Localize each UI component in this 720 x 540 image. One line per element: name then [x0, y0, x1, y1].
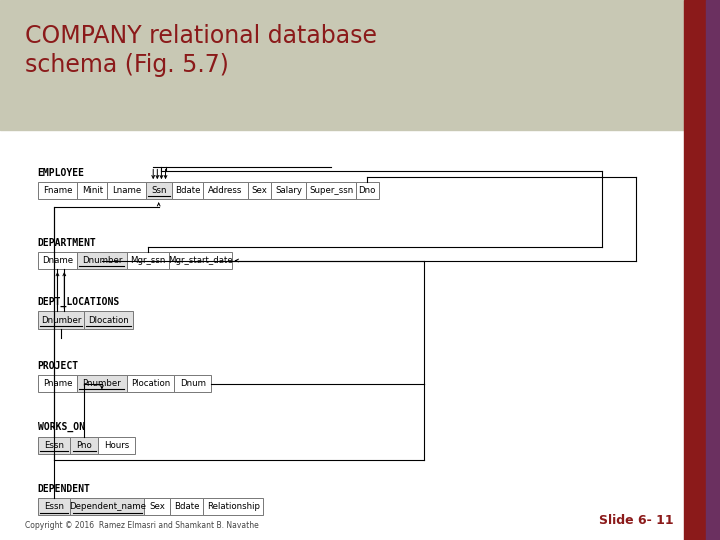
- Text: Essn: Essn: [44, 502, 64, 511]
- Bar: [37, 436, 71, 454]
- Text: Bdate: Bdate: [174, 502, 199, 511]
- Bar: [171, 182, 203, 199]
- Bar: [37, 375, 77, 392]
- Text: COMPANY relational database
schema (Fig. 5.7): COMPANY relational database schema (Fig.…: [25, 24, 377, 77]
- Bar: [203, 498, 264, 515]
- Bar: [171, 498, 203, 515]
- Text: Pnumber: Pnumber: [83, 379, 121, 388]
- Bar: [84, 312, 133, 329]
- Bar: [37, 498, 71, 515]
- Text: Dlocation: Dlocation: [89, 315, 129, 325]
- Bar: [107, 182, 145, 199]
- Text: Plocation: Plocation: [131, 379, 170, 388]
- Bar: [37, 252, 77, 269]
- Text: Fname: Fname: [42, 186, 72, 195]
- Text: Mgr_start_date: Mgr_start_date: [168, 256, 233, 265]
- Bar: [71, 498, 144, 515]
- Bar: [77, 375, 127, 392]
- Text: Address: Address: [208, 186, 243, 195]
- Text: Bdate: Bdate: [175, 186, 200, 195]
- Bar: [77, 252, 127, 269]
- Text: Essn: Essn: [44, 441, 64, 450]
- Bar: [271, 182, 307, 199]
- Bar: [127, 375, 174, 392]
- Text: Slide 6- 11: Slide 6- 11: [598, 514, 673, 526]
- Bar: [37, 312, 84, 329]
- Text: EMPLOYEE: EMPLOYEE: [37, 168, 85, 178]
- Text: DEPARTMENT: DEPARTMENT: [37, 238, 96, 248]
- Text: Copyright © 2016  Ramez Elmasri and Shamkant B. Navathe: Copyright © 2016 Ramez Elmasri and Shamk…: [25, 521, 259, 530]
- Text: Lname: Lname: [112, 186, 141, 195]
- Text: PROJECT: PROJECT: [37, 361, 78, 371]
- Bar: [145, 182, 171, 199]
- Text: Dname: Dname: [42, 256, 73, 265]
- Text: Dependent_name: Dependent_name: [69, 502, 146, 511]
- Bar: [169, 252, 232, 269]
- Bar: [356, 182, 379, 199]
- Text: Dno: Dno: [359, 186, 376, 195]
- Bar: [144, 498, 171, 515]
- Bar: [98, 436, 135, 454]
- Text: Salary: Salary: [275, 186, 302, 195]
- Bar: [77, 182, 107, 199]
- Text: Relationship: Relationship: [207, 502, 260, 511]
- Bar: [307, 182, 356, 199]
- Text: DEPENDENT: DEPENDENT: [37, 484, 91, 494]
- Text: DEPT_LOCATIONS: DEPT_LOCATIONS: [37, 297, 120, 307]
- Text: Pname: Pname: [42, 379, 72, 388]
- Text: Hours: Hours: [104, 441, 129, 450]
- Bar: [248, 182, 271, 199]
- Text: Pno: Pno: [76, 441, 92, 450]
- Text: Minit: Minit: [82, 186, 103, 195]
- Bar: [203, 182, 248, 199]
- Text: Sex: Sex: [149, 502, 166, 511]
- Text: Mgr_ssn: Mgr_ssn: [130, 256, 166, 265]
- Text: Dnumber: Dnumber: [41, 315, 81, 325]
- Text: WORKS_ON: WORKS_ON: [37, 422, 85, 433]
- Bar: [174, 375, 212, 392]
- Bar: [127, 252, 169, 269]
- Bar: [37, 182, 77, 199]
- Bar: [71, 436, 98, 454]
- Text: Ssn: Ssn: [151, 186, 166, 195]
- Text: Dnum: Dnum: [180, 379, 206, 388]
- Text: Dnumber: Dnumber: [82, 256, 122, 265]
- Text: Sex: Sex: [251, 186, 267, 195]
- Text: Super_ssn: Super_ssn: [309, 186, 354, 195]
